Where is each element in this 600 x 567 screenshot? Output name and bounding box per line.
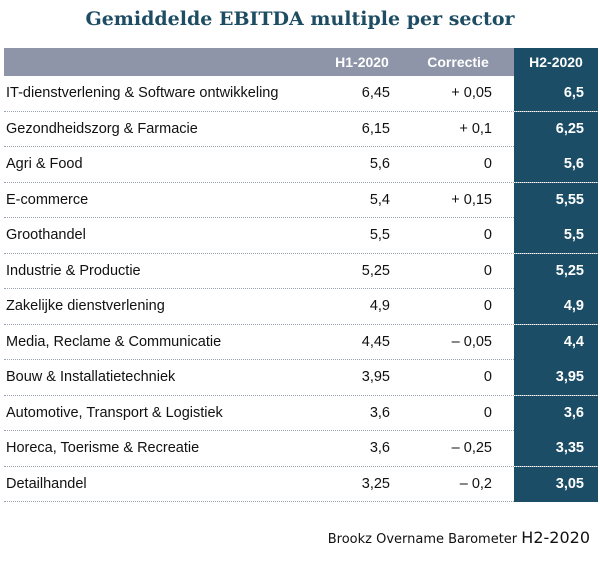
sector-cell: Zakelijke dienstverlening: [6, 298, 165, 314]
correctie-cell: – 0,25: [451, 440, 492, 456]
correctie-cell: – 0,2: [459, 475, 492, 492]
h2-cell: 4,4: [514, 324, 598, 360]
h2-cell: 3,95: [514, 360, 598, 395]
h2-cell: 5,55: [514, 182, 598, 218]
sector-cell: Media, Reclame & Communicatie: [6, 333, 222, 350]
h2-cell: 6,5: [514, 76, 598, 111]
table-row: Gezondheidszorg & Farmacie 6,15 + 0,1 6,25: [4, 111, 598, 147]
table-row: Horeca, Toerisme & Recreatie 3,6 – 0,25 3,3…: [4, 431, 598, 467]
h2-cell: 5,6: [514, 147, 598, 182]
ebitda-table: H1-2020 Correctie H2-2020 IT-dienstverle…: [4, 48, 598, 502]
table-row: Agri & Food 5,6 0 5,6: [4, 147, 598, 183]
table-row: Zakelijke dienstverlening 4,9 0 4,9: [4, 289, 598, 325]
h1-cell: 3,6: [369, 440, 390, 456]
sector-cell: Detailhandel: [6, 475, 87, 492]
source-text: Brookz Overname Barometer: [327, 532, 518, 547]
table-row: E-commerce 5,4 + 0,15 5,55: [4, 182, 598, 218]
correctie-cell: 0: [483, 369, 492, 385]
chart-title: Gemiddelde EBITDA multiple per sector: [85, 8, 515, 30]
table-row: Bouw & Installatietechniek 3,95 0 3,95: [4, 360, 598, 396]
h1-cell: 5,5: [369, 227, 390, 243]
correctie-cell: + 0,05: [451, 85, 492, 101]
sector-cell: Horeca, Toerisme & Recreatie: [6, 440, 200, 456]
h1-cell: 3,6: [369, 404, 390, 421]
source-period: H2-2020: [521, 528, 590, 547]
h1-cell: 5,25: [361, 262, 390, 279]
sector-cell: Automotive, Transport & Logistiek: [6, 404, 223, 421]
h1-cell: 6,45: [361, 85, 390, 101]
table-row: Detailhandel 3,25 – 0,2 3,05: [4, 466, 598, 502]
table-body: IT-dienstverlening & Software ontwikkeli…: [4, 76, 598, 502]
h1-cell: 3,95: [361, 369, 390, 385]
source-caption: Brookz Overname Barometer H2-2020: [328, 528, 590, 547]
header-h1: H1-2020: [335, 54, 389, 70]
correctie-cell: 0: [483, 156, 492, 172]
h1-cell: 6,15: [361, 120, 390, 137]
h2-cell: 5,25: [514, 253, 598, 289]
correctie-cell: + 0,1: [459, 120, 492, 137]
table-row: Media, Reclame & Communicatie 4,45 – 0,05 4…: [4, 324, 598, 360]
correctie-cell: + 0,15: [451, 191, 492, 208]
sector-cell: IT-dienstverlening & Software ontwikkeli…: [6, 85, 279, 101]
h2-cell: 3,05: [514, 466, 598, 502]
h1-cell: 4,45: [361, 333, 390, 350]
h2-cell: 5,5: [514, 218, 598, 253]
sector-cell: Agri & Food: [6, 156, 83, 172]
sector-cell: Bouw & Installatietechniek: [6, 369, 176, 385]
sector-cell: Industrie & Productie: [6, 262, 141, 279]
h2-cell: 4,9: [514, 289, 598, 324]
sector-cell: Groothandel: [6, 227, 86, 243]
h1-cell: 5,4: [369, 191, 390, 208]
h1-cell: 5,6: [369, 156, 390, 172]
sector-cell: Gezondheidszorg & Farmacie: [6, 120, 198, 137]
h1-cell: 4,9: [369, 298, 390, 314]
correctie-cell: 0: [483, 262, 492, 279]
header-correctie: Correctie: [427, 54, 489, 70]
h2-cell: 3,35: [514, 431, 598, 466]
correctie-cell: – 0,05: [451, 333, 492, 350]
correctie-cell: 0: [483, 404, 492, 421]
header-h2: H2-2020: [514, 48, 598, 76]
correctie-cell: 0: [483, 298, 492, 314]
h2-cell: 6,25: [514, 111, 598, 147]
table-row: Industrie & Productie 5,25 0 5,25: [4, 253, 598, 289]
table-row: IT-dienstverlening & Software ontwikkeli…: [4, 76, 598, 112]
table-header: H1-2020 Correctie H2-2020: [4, 48, 598, 76]
sector-cell: E-commerce: [6, 191, 89, 208]
h2-cell: 3,6: [514, 395, 598, 431]
table-row: Groothandel 5,5 0 5,5: [4, 218, 598, 254]
table-row: Automotive, Transport & Logistiek 3,6 0 3,6: [4, 395, 598, 431]
correctie-cell: 0: [483, 227, 492, 243]
h1-cell: 3,25: [361, 475, 390, 492]
